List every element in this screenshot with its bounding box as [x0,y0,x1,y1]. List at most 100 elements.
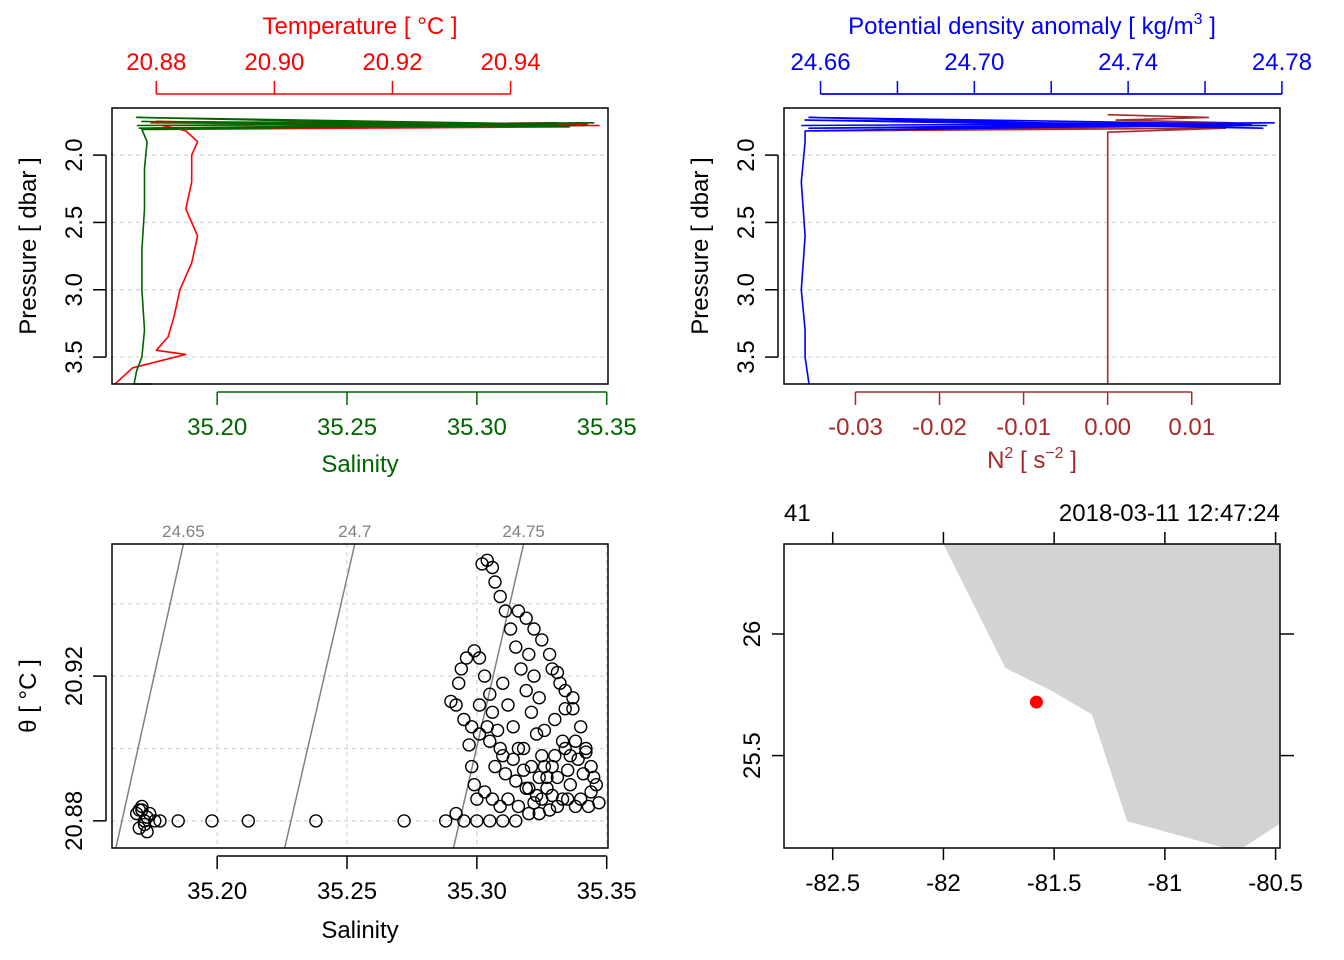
ts-point [498,604,513,618]
ts-point [532,806,546,821]
ts-point [522,647,536,662]
ts-point [241,814,256,828]
ts-profile-frame [111,107,609,385]
ts-point [465,759,479,774]
ts-point [516,741,531,756]
ts-point [527,622,541,636]
ts-point [535,633,549,647]
ts-point [579,741,593,756]
ts-point [483,734,497,748]
ts-point [511,799,526,814]
ts-point [537,759,552,774]
ts-point [574,720,588,734]
pressure-axis-tick-label: 2.0 [61,138,88,171]
ts-point [584,759,598,774]
salinity-axis-tick-label: 35.35 [577,414,637,441]
density-axis-title-main: Potential density anomaly [ kg/m [848,13,1194,40]
density-n2-profile-panel: 2.0 2.5 3.0 3.5 24.66 24.70 24.74 24.78 -0.03 -0.… [687,11,1312,474]
density-axis-title-sup: 3 [1194,11,1203,28]
ts-point [439,814,453,828]
ts-point [566,691,580,705]
ts-point [558,702,572,716]
ts-point [485,560,500,575]
pressure-axis-tick-label: 2.5 [61,206,88,239]
ts-point [576,767,590,781]
ts-point [540,781,554,795]
longitude-tick-label: -82.5 [805,870,860,897]
ts-salinity-axis-title: Salinity [321,917,398,944]
ts-salinity-axis-tick-label: 35.30 [447,878,507,905]
ts-point [550,770,565,785]
pressure-axis-tick-label: 3.0 [61,273,88,306]
density-axis-tick-label: 24.78 [1252,49,1312,76]
ts-point [527,669,541,683]
ts-point [527,796,541,810]
ts-point [171,814,185,828]
pressure-axis-title: Pressure [ dbar ] [687,157,714,334]
theta-axis-tick-label: 20.92 [61,646,88,706]
latitude-tick-label: 26 [739,621,766,648]
ts-point [519,683,533,698]
ts-point [555,734,570,748]
temperature-profile-line [114,120,600,385]
ts-point [519,611,533,625]
ts-point [472,727,487,741]
ts-point [483,814,497,828]
ts-point [470,792,484,806]
land-polygon [943,544,1280,848]
ts-point [522,781,536,795]
ts-point [498,767,513,781]
ts-point [566,702,580,716]
ts-point [509,640,523,654]
ts-point [496,676,510,690]
density-profile-line [800,116,1275,385]
ts-point [462,738,476,752]
ts-point [548,749,562,763]
ts-point [477,785,492,799]
ts-point [449,698,463,712]
ts-point [529,727,544,741]
ts-point [555,792,570,806]
temperature-axis-tick-label: 20.90 [244,49,304,76]
ts-salinity-axis-tick-label: 35.35 [577,878,637,905]
ts-point [506,720,520,734]
pressure-axis-tick-label: 2.0 [733,138,760,171]
ts-point [545,662,559,676]
ts-point [483,687,497,701]
ts-point [477,669,492,683]
ts-point [509,814,523,828]
sigma-profile-frame [783,107,1281,385]
ts-point [501,792,515,806]
ts-point [148,814,162,828]
ts-salinity-axis-tick-label: 35.20 [187,878,247,905]
ts-point [140,825,154,839]
ts-point [470,814,484,828]
theta-axis-title: θ [ °C ] [15,659,42,733]
ts-point [205,814,219,828]
ts-point [457,814,471,828]
ts-point [454,662,468,676]
n2-axis-title-sup: 2 [1004,445,1013,462]
ts-point [542,647,557,662]
ts-point [537,723,552,738]
n2-axis-title-sup2: −2 [1045,445,1063,462]
station-marker [1029,695,1043,709]
ts-point [568,734,583,748]
ts-point [503,622,518,636]
ts-point [511,741,526,756]
ts-point [545,759,559,774]
ts-point [135,799,149,814]
isopycnal-label: 24.65 [162,522,205,541]
pressure-axis-title: Pressure [ dbar ] [15,157,42,334]
ts-point [516,763,531,777]
ts-point [493,589,507,604]
ts-point [480,720,494,734]
salinity-axis-tick-label: 35.20 [187,414,247,441]
n2-axis-tick-label: -0.02 [912,414,967,441]
station-map-panel: -82.5 -82 -81.5 -81 -80.5 25.5 26 41 2018-03-11 … [739,500,1303,897]
ts-point [496,749,510,763]
salinity-axis-tick-label: 35.30 [447,414,507,441]
salinity-axis-tick-label: 35.25 [317,414,377,441]
isopycnal-line [283,543,356,849]
ts-point [558,741,572,756]
